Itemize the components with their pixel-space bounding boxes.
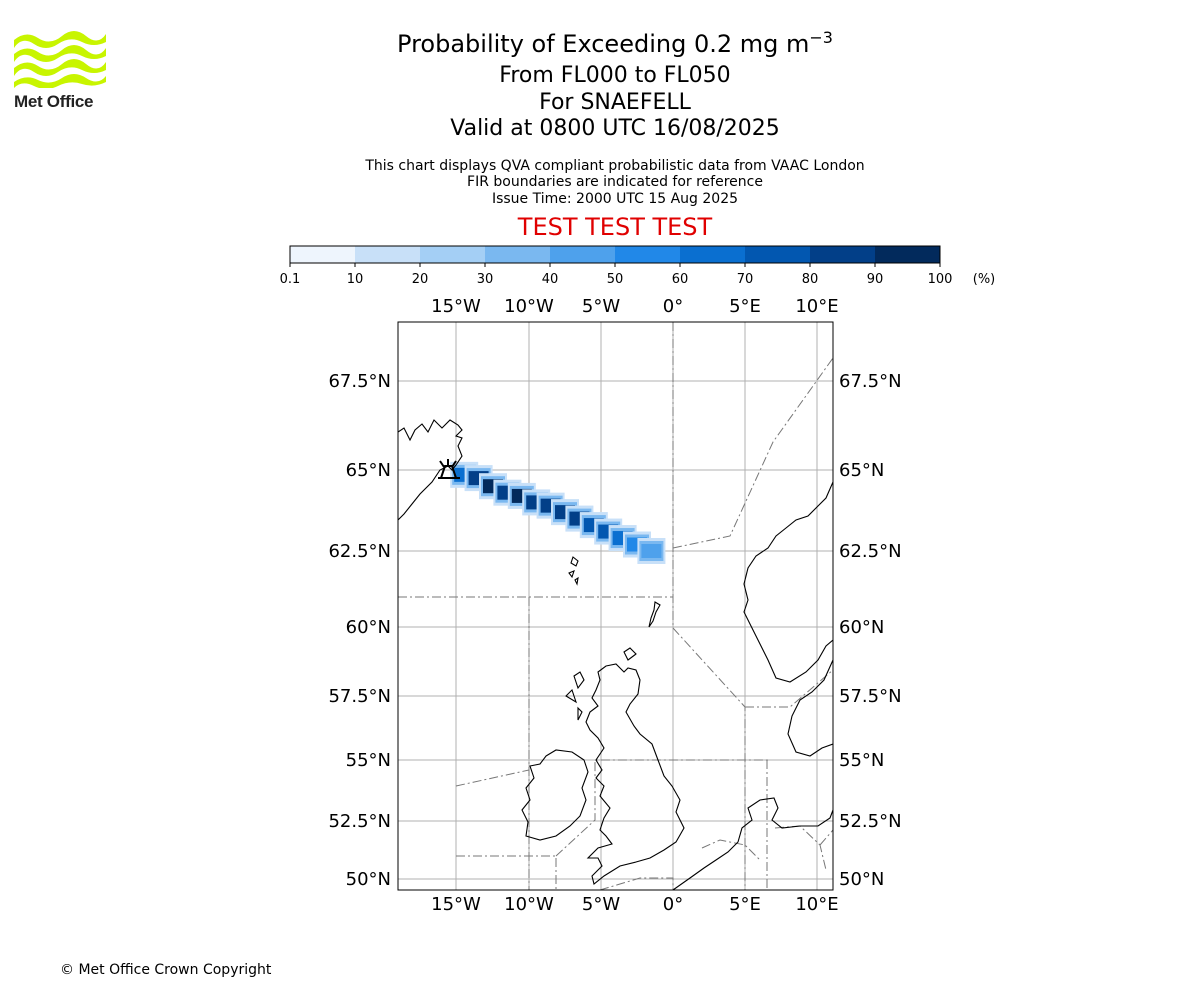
subtitle-description: This chart displays QVA compliant probab… [365, 158, 865, 174]
lon-label: 15°W [431, 296, 481, 317]
lon-labels-bottom: 15°W 10°W 5°W 0° 5°E 10°E [431, 894, 838, 915]
colorbar-tick-label: 70 [737, 272, 754, 287]
colorbar-tick-label: 20 [412, 272, 429, 287]
colorbar-tick-label: 90 [867, 272, 884, 287]
lat-label: 50°N [839, 869, 884, 890]
lat-label: 60°N [839, 617, 884, 638]
lat-label: 62.5°N [839, 541, 902, 562]
chart-title-line1: Probability of Exceeding 0.2 mg m−3 [0, 28, 1200, 58]
subtitle-issue-time: Issue Time: 2000 UTC 15 Aug 2025 [491, 191, 739, 207]
coastlines [398, 419, 833, 890]
lon-label: 5°E [729, 296, 761, 317]
chart-title-valid-time: Valid at 0800 UTC 16/08/2025 [450, 116, 780, 141]
colorbar-tick-label: 10 [347, 272, 364, 287]
lon-label: 5°W [582, 894, 620, 915]
colorbar-cell [485, 246, 551, 263]
chart-title-volcano: For SNAEFELL [539, 90, 691, 115]
chart-title-exponent: −3 [809, 28, 833, 47]
colorbar-cell [745, 246, 811, 263]
colorbar-cell [875, 246, 941, 263]
lon-labels-top: 15°W 10°W 5°W 0° 5°E 10°E [431, 296, 838, 317]
logo-text: Met Office [14, 92, 94, 111]
test-banner: TEST TEST TEST [517, 213, 713, 241]
colorbar-tick-label: 30 [477, 272, 494, 287]
lat-label: 62.5°N [328, 541, 391, 562]
subtitle-fir-note: FIR boundaries are indicated for referen… [467, 174, 763, 190]
chart-title-main: Probability of Exceeding 0.2 mg m [397, 30, 810, 58]
colorbar-cell [680, 246, 746, 263]
lon-label: 10°E [795, 894, 838, 915]
colorbar: 0.1 10 20 30 40 50 60 70 80 90 100 (%) [280, 245, 996, 287]
volcano-marker [438, 459, 460, 479]
lon-label: 15°W [431, 894, 481, 915]
lat-label: 50°N [346, 869, 391, 890]
colorbar-unit: (%) [973, 272, 996, 287]
map-frame [397, 321, 834, 891]
copyright-notice: © Met Office Crown Copyright [60, 962, 272, 978]
colorbar-tick-label: 80 [802, 272, 819, 287]
lat-label: 60°N [346, 617, 391, 638]
colorbar-tick-label: 60 [672, 272, 689, 287]
map: 15°W 10°W 5°W 0° 5°E 10°E 15°W 10°W 5°W … [328, 296, 902, 915]
lat-labels-left: 67.5°N 65°N 62.5°N 60°N 57.5°N 55°N 52.5… [328, 371, 391, 890]
lat-label: 52.5°N [328, 811, 391, 832]
plume-cell [641, 544, 662, 558]
lat-label: 57.5°N [839, 686, 902, 707]
met-office-logo [14, 31, 106, 88]
lat-labels-right: 67.5°N 65°N 62.5°N 60°N 57.5°N 55°N 52.5… [839, 371, 902, 890]
colorbar-tick-label: 0.1 [280, 272, 301, 287]
colorbar-tick-label: 100 [928, 272, 953, 287]
lat-label: 52.5°N [839, 811, 902, 832]
lat-label: 55°N [839, 750, 884, 771]
colorbar-cell [290, 246, 356, 263]
lon-label: 10°W [504, 894, 554, 915]
fir-boundaries [398, 322, 833, 890]
lat-label: 55°N [346, 750, 391, 771]
lat-label: 67.5°N [839, 371, 902, 392]
lat-label: 65°N [839, 460, 884, 481]
colorbar-tick-label: 40 [542, 272, 559, 287]
colorbar-cell [810, 246, 876, 263]
chart-title-flight-levels: From FL000 to FL050 [499, 63, 731, 88]
lat-label: 57.5°N [328, 686, 391, 707]
lon-label: 10°W [504, 296, 554, 317]
lon-label: 0° [663, 894, 683, 915]
colorbar-cell [355, 246, 421, 263]
colorbar-cell [615, 246, 681, 263]
lon-label: 10°E [795, 296, 838, 317]
lat-label: 67.5°N [328, 371, 391, 392]
lon-label: 0° [663, 296, 683, 317]
lat-label: 65°N [346, 460, 391, 481]
colorbar-cell [550, 246, 616, 263]
colorbar-cell [420, 246, 486, 263]
colorbar-tick-label: 50 [607, 272, 624, 287]
lon-label: 5°E [729, 894, 761, 915]
lon-label: 5°W [582, 296, 620, 317]
map-background [398, 322, 833, 890]
